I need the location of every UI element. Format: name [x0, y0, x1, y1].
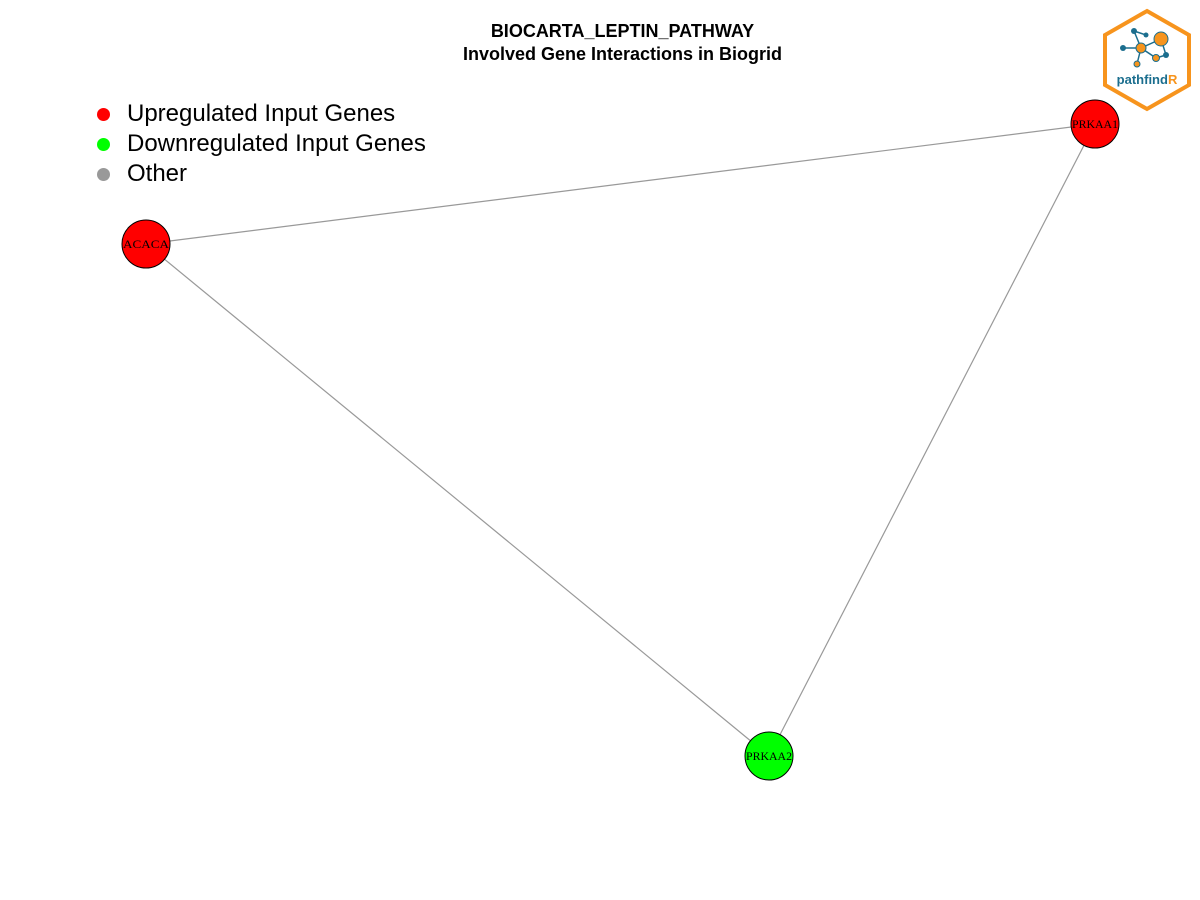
edge-acaca-prkaa2	[145, 243, 770, 757]
edge-acaca-prkaa1	[145, 123, 1096, 245]
node-label-prkaa2: PRKAA2	[746, 749, 792, 763]
legend-item-other: Other	[97, 159, 426, 189]
node-circle-acaca	[121, 219, 171, 269]
title-line-2: Involved Gene Interactions in Biogrid	[462, 44, 783, 64]
logo-network-icon	[1120, 28, 1169, 68]
plot-title: BIOCARTA_LEPTIN_PATHWAY Involved Gene In…	[0, 20, 1200, 66]
nodes-layer: ACACA PRKAA1 PRKAA2	[121, 99, 1120, 781]
logo-text-main: pathfind	[1117, 72, 1168, 87]
legend-label-downregulated: Downregulated Input Genes	[127, 130, 426, 157]
edges-layer	[145, 123, 1096, 757]
node-acaca: ACACA	[121, 219, 171, 269]
legend-dot-upregulated	[97, 107, 110, 121]
legend-dot-other	[97, 167, 110, 181]
node-prkaa2: PRKAA2	[744, 731, 794, 781]
node-label-prkaa1: PRKAA1	[1072, 117, 1118, 131]
logo-text: pathfindR	[1117, 72, 1178, 87]
legend-label-other: Other	[127, 160, 188, 187]
node-circle-prkaa2	[744, 731, 794, 781]
title-line-1: BIOCARTA_LEPTIN_PATHWAY	[490, 21, 755, 41]
legend-dot-downregulated	[97, 137, 110, 151]
legend-item-upregulated: Upregulated Input Genes	[97, 99, 426, 129]
pathfindr-logo: pathfindR	[1103, 8, 1191, 112]
node-circle-prkaa1	[1070, 99, 1120, 149]
edge-prkaa1-prkaa2	[768, 123, 1096, 757]
legend-item-downregulated: Downregulated Input Genes	[97, 129, 426, 159]
node-prkaa1: PRKAA1	[1070, 99, 1120, 149]
legend: Upregulated Input Genes Downregulated In…	[97, 99, 426, 189]
logo-text-accent: R	[1168, 72, 1178, 87]
legend-label-upregulated: Upregulated Input Genes	[127, 100, 396, 127]
logo-hexagon	[1103, 8, 1191, 112]
node-label-acaca: ACACA	[123, 237, 169, 251]
